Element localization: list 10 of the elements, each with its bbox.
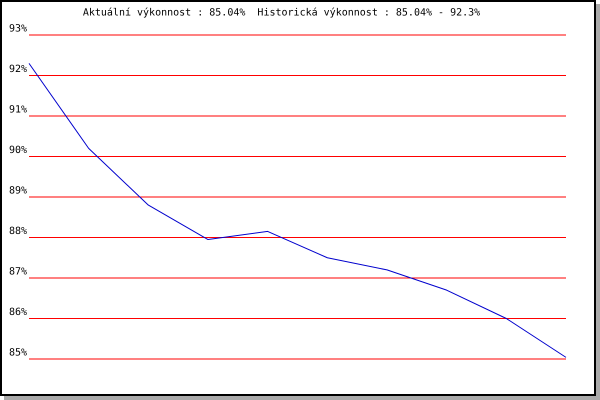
y-tick-label: 86% <box>8 307 27 318</box>
y-tick-label: 91% <box>8 104 27 116</box>
chart-title: Aktuální výkonnost : 85.04% Historická výkonnost : 85.04% - 92.3% <box>82 8 480 19</box>
y-tick-label: 93% <box>8 24 27 35</box>
y-tick-label: 90% <box>8 145 27 156</box>
y-tick-label: 85% <box>8 348 27 359</box>
y-tick-label: 92% <box>8 64 27 76</box>
y-tick-label: 87% <box>8 266 27 278</box>
y-tick-label: 88% <box>8 226 27 238</box>
y-tick-label: 89% <box>8 186 27 197</box>
